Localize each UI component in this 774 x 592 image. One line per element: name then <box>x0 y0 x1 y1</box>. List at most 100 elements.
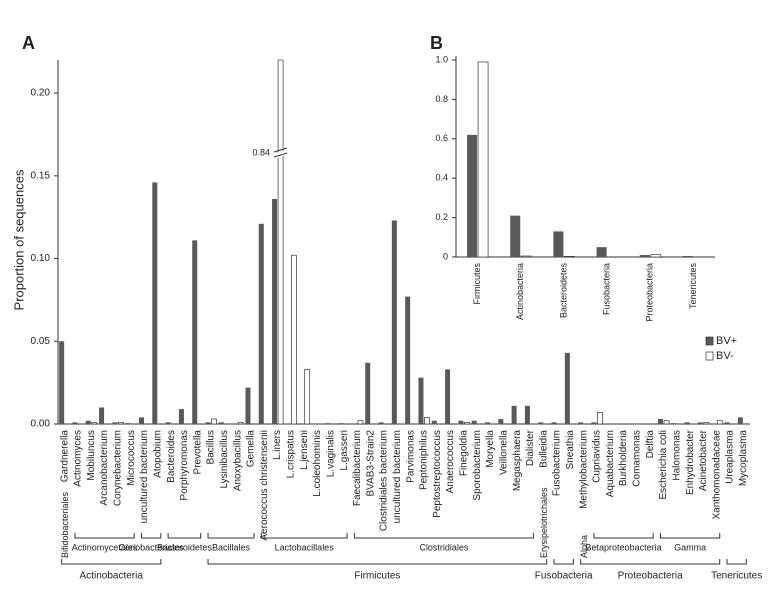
bar <box>211 418 217 425</box>
x-tick-label: Burkholderia <box>618 430 629 487</box>
bar <box>596 247 607 257</box>
bar <box>245 387 251 424</box>
bar <box>716 420 723 425</box>
y-tick-label: 0.15 <box>31 170 51 181</box>
x-tick-label: Moryella <box>485 430 496 468</box>
x-tick-label: Peptoniphilus <box>419 430 430 490</box>
order-bracket <box>74 533 135 539</box>
x-tick-label: Fusobacteria <box>601 263 611 315</box>
x-tick-label: Atopobium <box>152 430 163 478</box>
bar <box>445 369 451 424</box>
order-label: Lactobacillales <box>275 542 335 552</box>
phylum-label: Fusobacteria <box>535 571 593 582</box>
x-tick-label: L.vaginalis <box>325 430 336 477</box>
bar <box>471 420 477 424</box>
bar <box>498 419 504 424</box>
bar <box>338 423 344 424</box>
x-tick-label: L.coleohominis <box>312 430 323 497</box>
bar <box>139 417 144 424</box>
bar <box>724 422 730 424</box>
bar <box>650 254 662 258</box>
x-tick-label: Bulleidia <box>538 430 549 468</box>
order-bracket <box>660 533 721 539</box>
bar <box>658 419 663 424</box>
bar <box>405 296 411 424</box>
bar <box>682 256 693 257</box>
x-tick-label: Sneathia <box>565 430 576 470</box>
bar <box>85 420 91 424</box>
order-label: Alpha <box>579 535 589 558</box>
bar <box>291 254 297 425</box>
x-tick-label: Escherichia coli <box>658 430 669 499</box>
x-tick-label: Anaerococcus <box>445 430 456 493</box>
bar <box>553 231 564 257</box>
order-label: Betaproteobacteria <box>586 542 662 552</box>
bar <box>112 422 118 424</box>
bar <box>464 421 470 425</box>
bar <box>597 412 603 425</box>
panel-label: A <box>22 33 35 53</box>
order-label: Actinomycetales <box>72 542 138 552</box>
bar <box>591 422 597 424</box>
x-tick-label: Veillonella <box>498 430 509 475</box>
x-tick-label: Proteobacteria <box>645 263 655 322</box>
bar <box>538 422 544 424</box>
bar <box>357 420 364 425</box>
axis-break-line <box>273 147 288 153</box>
x-tick-label: Anoxybacillus <box>232 430 243 491</box>
bar <box>99 407 105 424</box>
x-tick-label: Ureaplasma <box>725 430 736 484</box>
x-tick-label: L.jenseni <box>299 430 310 470</box>
x-tick-label: uncultured bacterium <box>139 430 150 523</box>
order-label: Erysipelotrichales <box>539 487 549 558</box>
bar <box>639 255 650 257</box>
x-tick-label: Mycoplasma <box>738 430 749 487</box>
x-tick-label: Arcanobacterium <box>99 430 110 506</box>
x-tick-label: Tenericutes <box>688 263 698 310</box>
bar <box>391 220 397 424</box>
x-tick-label: Gemella <box>246 430 257 468</box>
bar <box>272 198 278 424</box>
bar <box>205 422 211 424</box>
order-bracket <box>353 533 534 539</box>
order-label: Bacteroidetes <box>157 542 213 552</box>
legend-label: BV+ <box>716 335 737 347</box>
bar <box>671 423 677 424</box>
x-tick-label: Bacteroidetes <box>558 263 568 319</box>
bar <box>125 423 131 424</box>
bar <box>365 362 371 424</box>
x-tick-label: Acinetobacter <box>698 429 709 491</box>
y-tick-label: 0.05 <box>31 336 51 347</box>
bar <box>424 417 430 425</box>
order-bracket <box>141 533 162 539</box>
x-tick-label: Parvimonas <box>405 430 416 483</box>
bar <box>72 422 78 424</box>
y-tick-label: 0.8 <box>435 94 448 104</box>
phylum-bracket <box>580 559 721 565</box>
bar <box>277 59 284 425</box>
bar <box>118 421 124 425</box>
bar <box>418 377 424 424</box>
order-label: Gamma <box>674 542 706 552</box>
x-tick-label: Megasphaera <box>512 430 523 492</box>
bar <box>510 215 521 257</box>
x-tick-label: Bacillus <box>206 430 217 464</box>
break-label: 0.84 <box>253 147 271 157</box>
x-tick-label: Lysinibacillus <box>219 430 230 489</box>
x-tick-label: Firmicutes <box>472 263 482 305</box>
x-tick-label: Actinomyces <box>73 430 84 487</box>
bar <box>477 61 489 258</box>
x-tick-label: Micrococcus <box>126 430 137 486</box>
x-tick-label: Actinobacteria <box>515 263 525 320</box>
y-tick-label: 0 <box>443 251 448 261</box>
order-label: Clostridiales <box>419 542 469 552</box>
bar <box>165 422 171 424</box>
x-tick-label: Halomonas <box>671 430 682 481</box>
order-bracket <box>167 533 202 539</box>
phylum-bracket <box>207 559 548 565</box>
bar <box>258 223 264 424</box>
y-tick-label: 1.0 <box>435 54 448 64</box>
bar <box>737 417 743 424</box>
phylum-bracket <box>726 559 747 565</box>
